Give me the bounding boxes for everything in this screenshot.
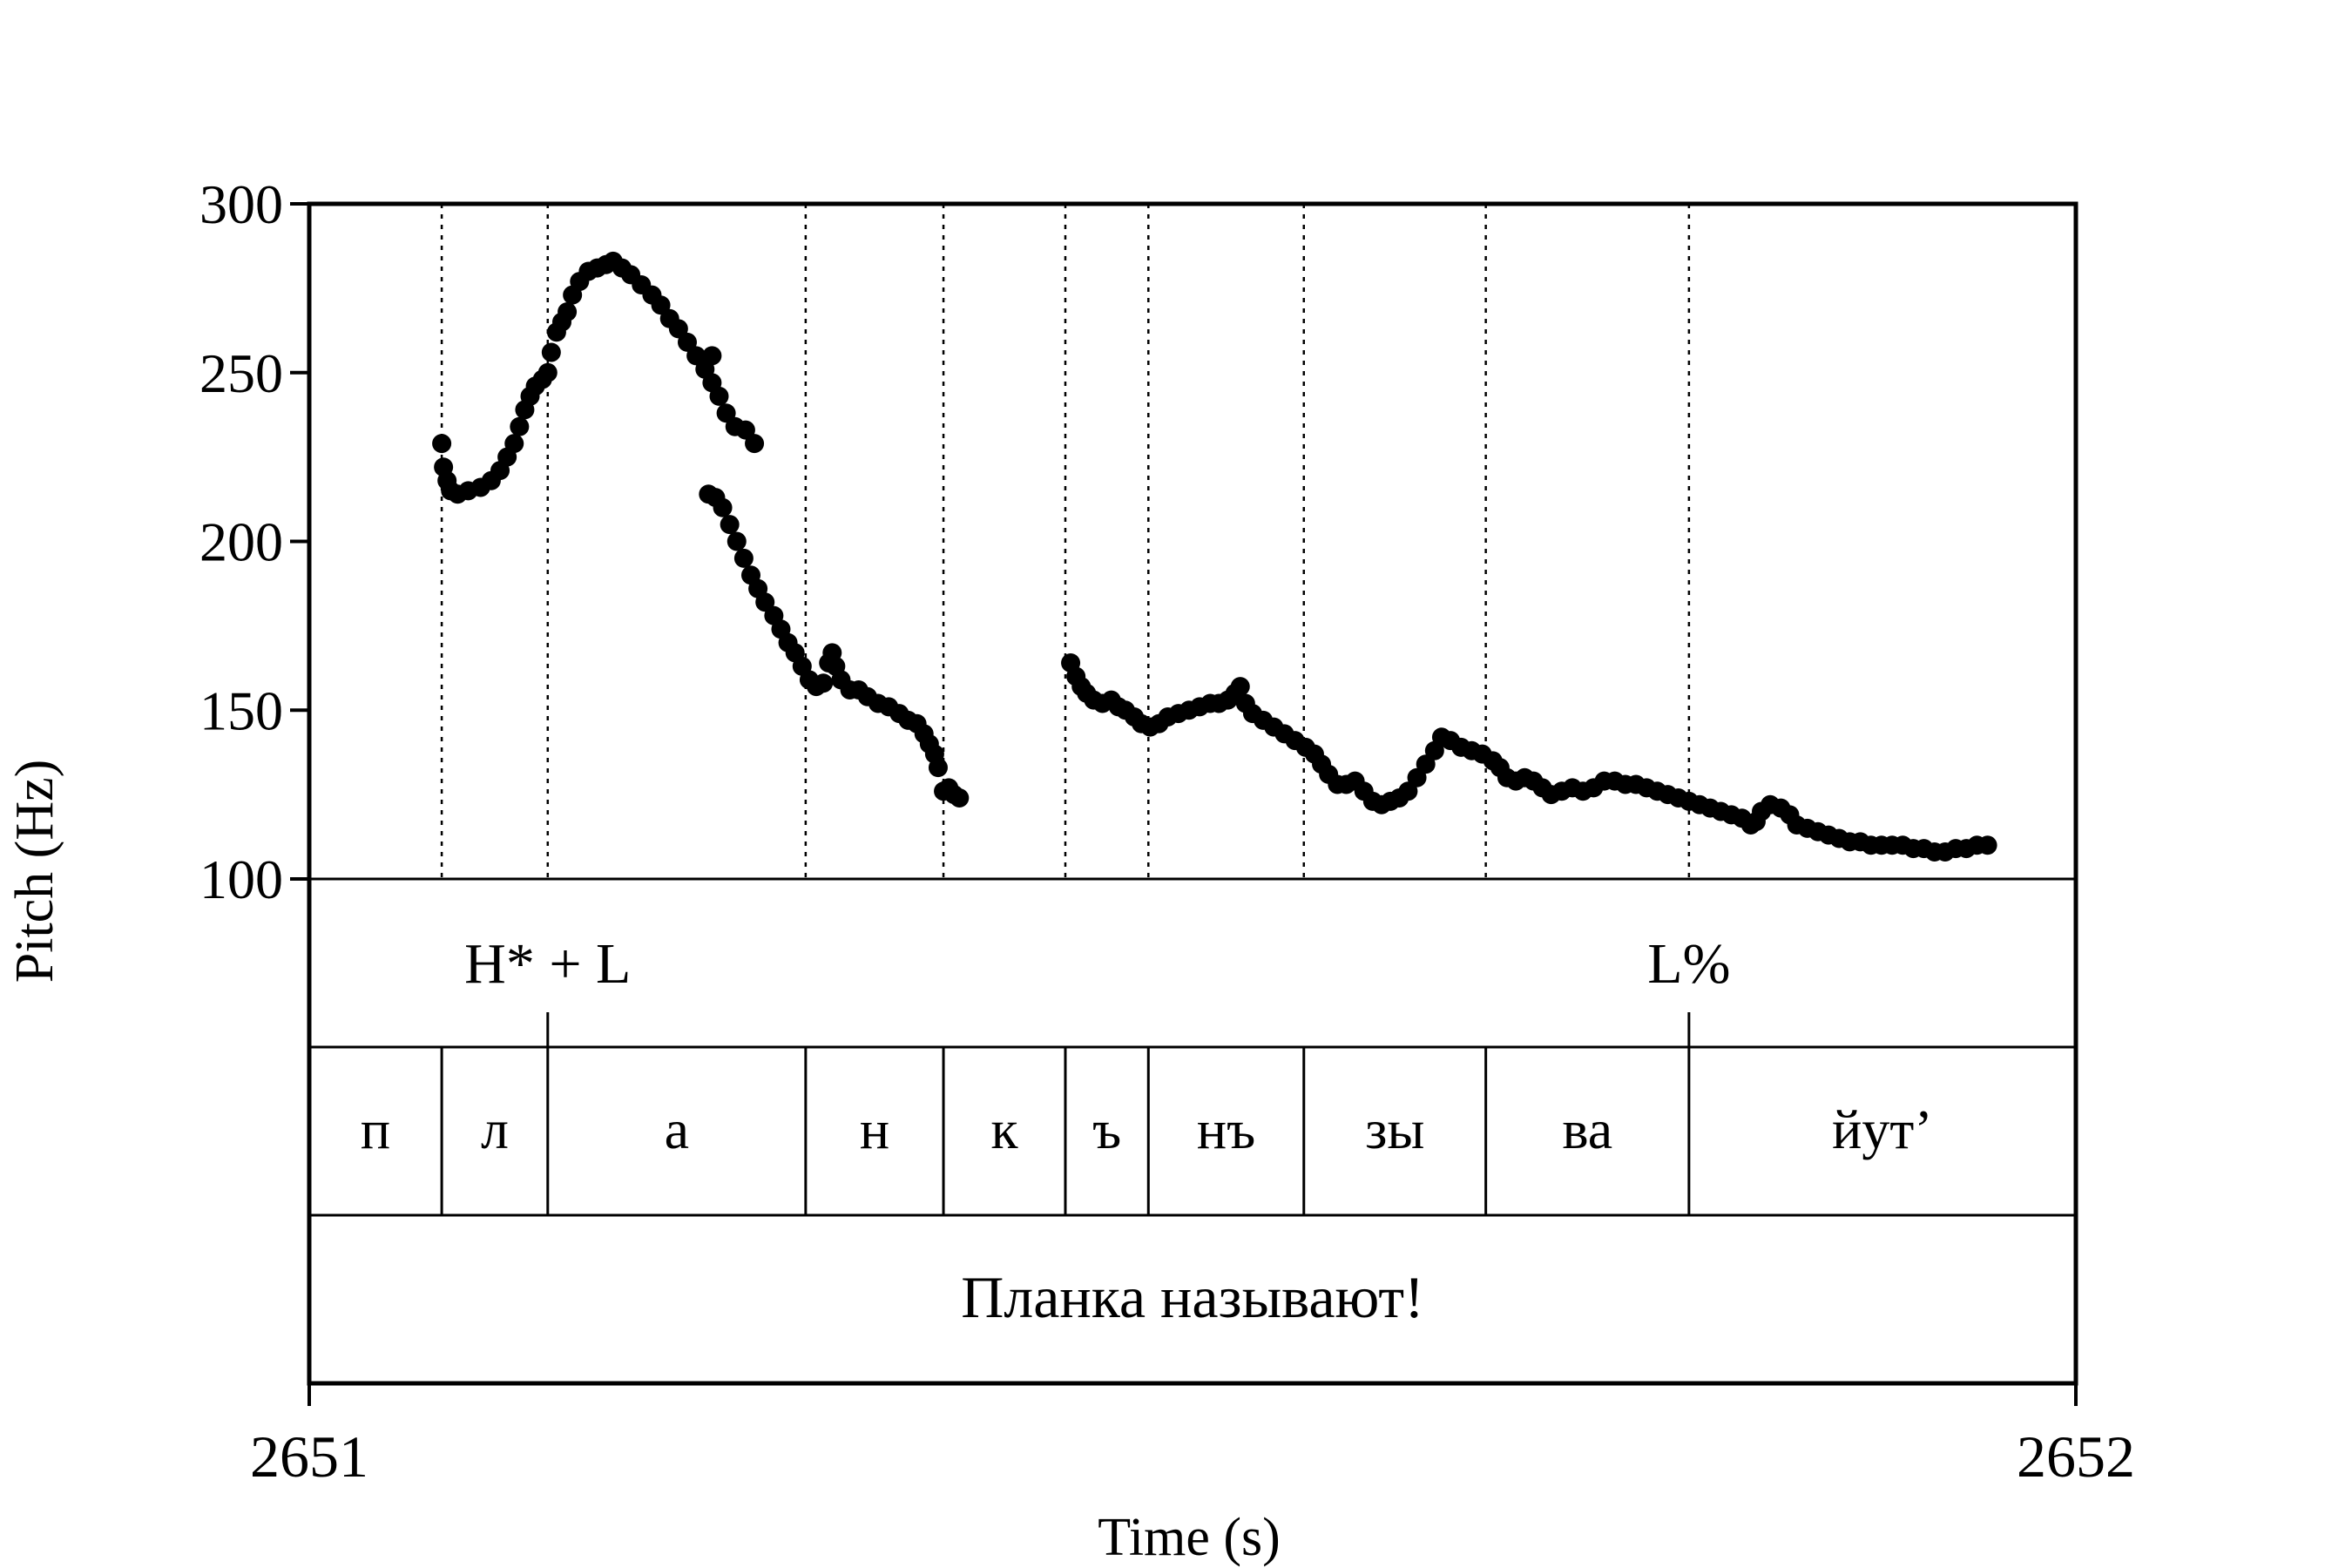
y-axis-label: Pitch (Hz) [5,760,64,983]
axis-labels: Pitch (Hz) Time (s) 100 150 200 250 300 2651 2… [5,173,2135,1567]
sentence-label: Планка называют! [961,1264,1424,1330]
pitch-point [677,332,697,352]
pitch-point [950,788,970,808]
segment-label: ва [1562,1098,1612,1160]
x-tick-label: 2652 [2017,1423,2135,1490]
pitch-point [1398,781,1418,801]
y-tick-label: 300 [199,173,283,235]
pitch-point [537,362,558,382]
pitch-point [558,302,578,321]
pitch-points [432,251,1997,862]
pitch-point [504,434,524,454]
x-axis-label: Time (s) [1098,1508,1281,1567]
pitch-point [686,346,706,366]
pitch-point [541,342,561,362]
pitch-point [720,515,740,535]
segment-label: н [860,1098,889,1160]
pitch-point [814,673,834,693]
pitch-point [733,548,754,568]
pitch-point [1977,835,1997,855]
segment-label: зы [1365,1098,1424,1160]
pitch-point [755,592,775,612]
y-tick-label: 250 [199,342,283,404]
frame-border [307,201,2078,1386]
pitch-point [727,531,747,551]
pitch-point [735,420,755,440]
pitch-point [745,434,765,454]
pitch-point [1416,754,1436,774]
segment-label: к [990,1098,1018,1160]
pitch-point [713,497,733,517]
pitch-point [510,416,530,436]
segment-label: а [665,1098,689,1160]
tone-label: H* + L [464,932,631,996]
pitch-point [668,319,688,339]
x-tick-label: 2651 [250,1423,368,1490]
y-tick-label: 150 [199,679,283,741]
boundary-dashed-lines [440,204,1691,879]
tier-boundary-lines [440,1012,1691,1215]
segment-label: ъ [1092,1098,1121,1160]
pitch-point [1407,767,1427,787]
pitch-point [709,386,729,406]
segment-label: йут’ [1832,1098,1933,1160]
segment-label: нъ [1197,1098,1255,1160]
y-tick-label: 200 [199,511,283,573]
segment-label: п [361,1098,390,1160]
plot-frame [290,201,2078,1406]
pitch-point [702,346,722,366]
tier-labels: H* + L L% п л а н к ъ нъ зы ва йут’ Планка называют! [361,932,1933,1330]
tone-label: L% [1647,932,1730,996]
y-tick-label: 100 [199,848,283,910]
pitch-point [716,403,736,423]
pitch-point [928,758,948,778]
pitch-point [432,434,452,454]
segment-label: л [481,1098,509,1160]
pitch-point [651,295,671,315]
pitch-point [1230,677,1250,697]
